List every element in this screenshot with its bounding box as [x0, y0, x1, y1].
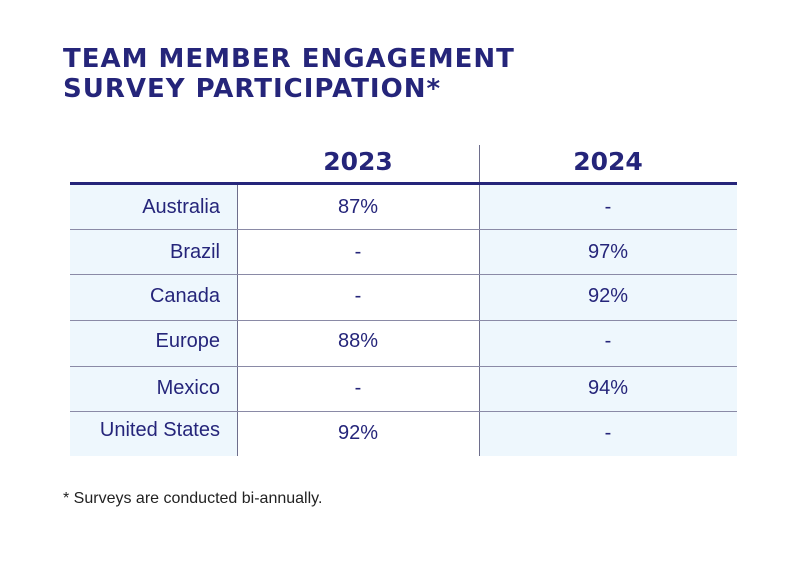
table-row: United States 92% - — [70, 411, 737, 456]
value-2024: - — [604, 330, 612, 352]
page-title: TEAM MEMBER ENGAGEMENT SURVEY PARTICIPAT… — [63, 44, 515, 104]
row-divider — [70, 320, 737, 321]
row-divider — [70, 366, 737, 367]
value-2024: - — [604, 422, 612, 444]
title-line-2: SURVEY PARTICIPATION* — [63, 74, 442, 104]
value-2023: - — [354, 377, 362, 399]
column-divider — [479, 145, 480, 456]
value-2023: 92% — [337, 422, 379, 444]
table-row: Mexico - 94% — [70, 366, 737, 411]
country-cell: Europe — [155, 330, 221, 352]
header-2024: 2024 — [573, 147, 643, 176]
value-2024: 94% — [587, 377, 629, 399]
country-cell: Canada — [149, 285, 220, 307]
value-2024: 92% — [587, 285, 629, 307]
value-2024: - — [604, 196, 612, 218]
title-line-1: TEAM MEMBER ENGAGEMENT — [63, 44, 515, 74]
value-2023: - — [354, 285, 362, 307]
value-2024: 97% — [587, 241, 629, 263]
footnote: * Surveys are conducted bi-annually. — [63, 490, 323, 507]
row-divider — [70, 229, 737, 230]
table-row: Australia 87% - — [70, 185, 737, 230]
row-divider — [70, 274, 737, 275]
value-2023: - — [354, 241, 362, 263]
table-row: Europe 88% - — [70, 319, 737, 364]
value-2023: 87% — [337, 196, 379, 218]
country-cell: Australia — [142, 196, 220, 218]
table-row: Canada - 92% — [70, 274, 737, 319]
header-rule — [70, 182, 737, 185]
table-row: Brazil - 97% — [70, 230, 737, 275]
value-2023: 88% — [337, 330, 379, 352]
column-divider — [237, 183, 238, 456]
country-cell: United States — [99, 419, 220, 441]
country-cell: Brazil — [169, 241, 220, 263]
country-cell: Mexico — [156, 377, 220, 399]
header-2023: 2023 — [323, 147, 393, 176]
row-divider — [70, 411, 737, 412]
